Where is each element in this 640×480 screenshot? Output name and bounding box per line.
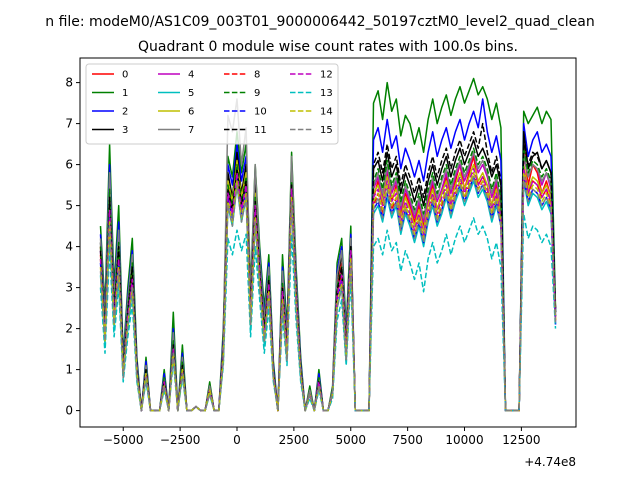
y-tick-label: 3 [65, 281, 73, 295]
legend-label-9: 9 [254, 88, 260, 99]
series-line-15 [99, 176, 557, 412]
y-tick-label: 1 [65, 363, 73, 377]
series-line-10 [99, 176, 557, 412]
series-line-8 [99, 172, 557, 412]
x-tick-label: 2500 [279, 433, 310, 447]
series-line-7 [99, 98, 557, 412]
axes-frame [79, 57, 577, 428]
y-tick-label: 8 [65, 76, 73, 90]
series-line-11 [99, 122, 557, 412]
chart-suptitle: n file: modeM0/AS1C09_003T01_9000006442_… [45, 14, 594, 30]
y-tick-label: 6 [65, 158, 73, 172]
x-tick-label: 0 [233, 433, 241, 447]
y-tick-label: 4 [65, 240, 73, 254]
legend-box [85, 63, 339, 145]
legend-label-0: 0 [122, 70, 128, 81]
legend-label-5: 5 [188, 88, 194, 99]
legend-label-1: 1 [122, 88, 128, 99]
y-tick-label: 0 [65, 404, 73, 418]
y-tick-label: 2 [65, 322, 73, 336]
y-tick-label: 5 [65, 199, 73, 213]
legend-label-12: 12 [320, 70, 333, 81]
plot-area: −5000 −2500 0 2500 5000 7500 10000 125000123456… [65, 57, 577, 447]
series-line-14 [99, 172, 557, 412]
x-offset-label: +4.74e8 [524, 455, 576, 469]
legend-label-6: 6 [188, 107, 194, 118]
legend-label-4: 4 [188, 70, 194, 81]
series-line-12 [99, 167, 557, 412]
x-tick-label: 12500 [502, 433, 540, 447]
x-tick-label: −5000 [103, 433, 144, 447]
series-lines [99, 77, 557, 412]
legend-label-8: 8 [254, 70, 260, 81]
legend-label-15: 15 [320, 125, 333, 136]
x-tick-label: −2500 [160, 433, 201, 447]
x-tick-label: 10000 [445, 433, 483, 447]
series-line-2 [99, 98, 557, 412]
legend-label-11: 11 [254, 125, 267, 136]
chart-title: Quadrant 0 module wise count rates with … [138, 39, 518, 55]
legend-label-2: 2 [122, 107, 128, 118]
legend-label-3: 3 [122, 125, 128, 136]
legend-label-13: 13 [320, 88, 333, 99]
x-tick-label: 7500 [392, 433, 423, 447]
legend-label-7: 7 [188, 125, 194, 136]
x-tick-label: 5000 [335, 433, 366, 447]
series-line-5 [99, 180, 557, 412]
legend-label-14: 14 [320, 107, 333, 118]
series-line-13 [99, 213, 557, 412]
y-tick-label: 7 [65, 117, 73, 131]
legend-label-10: 10 [254, 107, 267, 118]
